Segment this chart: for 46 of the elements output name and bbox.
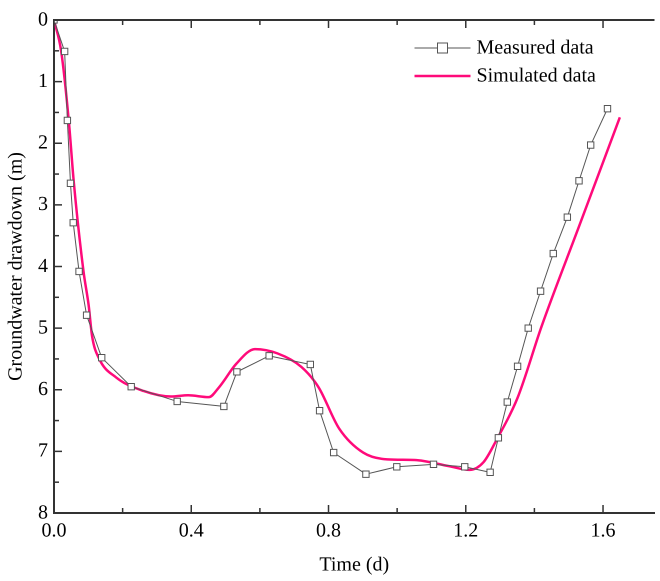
point bbox=[504, 398, 511, 406]
x-tick-label: 0.8 bbox=[316, 519, 342, 542]
point bbox=[330, 448, 338, 456]
point bbox=[75, 268, 83, 276]
point bbox=[265, 352, 273, 360]
point bbox=[233, 368, 241, 376]
point bbox=[486, 468, 494, 476]
point bbox=[316, 407, 324, 414]
point bbox=[430, 460, 438, 468]
point bbox=[524, 324, 532, 332]
y-tick-label: 6 bbox=[38, 378, 48, 400]
point bbox=[550, 250, 557, 258]
x-axis-title: Time (d) bbox=[319, 553, 390, 576]
point bbox=[461, 463, 468, 470]
point bbox=[393, 463, 400, 470]
point bbox=[514, 362, 522, 370]
point bbox=[536, 287, 544, 295]
point bbox=[64, 116, 72, 124]
x-tick-label: 1.6 bbox=[590, 519, 616, 542]
y-tick-label: 5 bbox=[38, 316, 48, 338]
y-tick-label: 3 bbox=[38, 193, 48, 216]
point bbox=[60, 48, 68, 56]
y-tick-label: 1 bbox=[38, 70, 48, 92]
point bbox=[575, 177, 583, 185]
point bbox=[98, 354, 106, 362]
legend-label: Measured data bbox=[476, 36, 594, 58]
y-tick-label: 2 bbox=[38, 132, 48, 154]
y-tick-label: 4 bbox=[38, 254, 48, 277]
legend-label: Simulated data bbox=[476, 64, 596, 86]
y-tick-label: 7 bbox=[38, 440, 48, 462]
y-tick-label: 0 bbox=[38, 8, 48, 30]
point bbox=[174, 398, 181, 406]
point bbox=[220, 402, 228, 410]
point bbox=[66, 180, 74, 187]
point bbox=[128, 382, 135, 390]
point bbox=[494, 434, 502, 442]
x-tick-label: 1.2 bbox=[453, 519, 478, 542]
point bbox=[604, 105, 612, 112]
point bbox=[564, 214, 572, 221]
y-axis-title: Groundwater drawdown (m) bbox=[4, 152, 26, 381]
point bbox=[70, 219, 77, 226]
x-tick-label: 0.4 bbox=[178, 519, 204, 542]
point bbox=[306, 360, 314, 368]
point bbox=[586, 141, 594, 149]
point bbox=[362, 470, 370, 478]
point bbox=[82, 312, 90, 319]
